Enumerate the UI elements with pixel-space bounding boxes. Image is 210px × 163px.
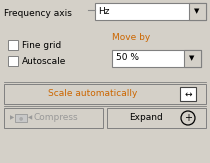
Bar: [15, 114, 27, 122]
Text: Autoscale: Autoscale: [22, 57, 66, 66]
Text: Expand: Expand: [129, 113, 163, 123]
Text: ◀: ◀: [28, 116, 32, 120]
Bar: [184, 50, 201, 67]
Text: Hz: Hz: [98, 7, 109, 15]
Bar: [189, 3, 206, 20]
Bar: [107, 108, 206, 128]
Text: Move by: Move by: [112, 32, 150, 42]
Text: Compress: Compress: [34, 113, 78, 123]
Text: Fine grid: Fine grid: [22, 40, 61, 50]
Bar: [112, 50, 201, 67]
Bar: [180, 87, 196, 101]
Text: Frequency axis: Frequency axis: [4, 9, 72, 18]
Text: ▶: ▶: [10, 116, 14, 120]
Text: ↔: ↔: [184, 89, 192, 98]
Text: Scale automatically: Scale automatically: [48, 89, 138, 98]
Text: ●: ●: [19, 116, 23, 120]
Text: ▼: ▼: [189, 55, 195, 61]
Bar: [8, 56, 18, 66]
Text: ▼: ▼: [194, 8, 200, 14]
Text: 50 %: 50 %: [116, 53, 139, 62]
Text: +: +: [184, 113, 192, 123]
Bar: [95, 3, 206, 20]
Bar: [4, 84, 206, 104]
Bar: [8, 40, 18, 50]
Bar: [4, 108, 103, 128]
